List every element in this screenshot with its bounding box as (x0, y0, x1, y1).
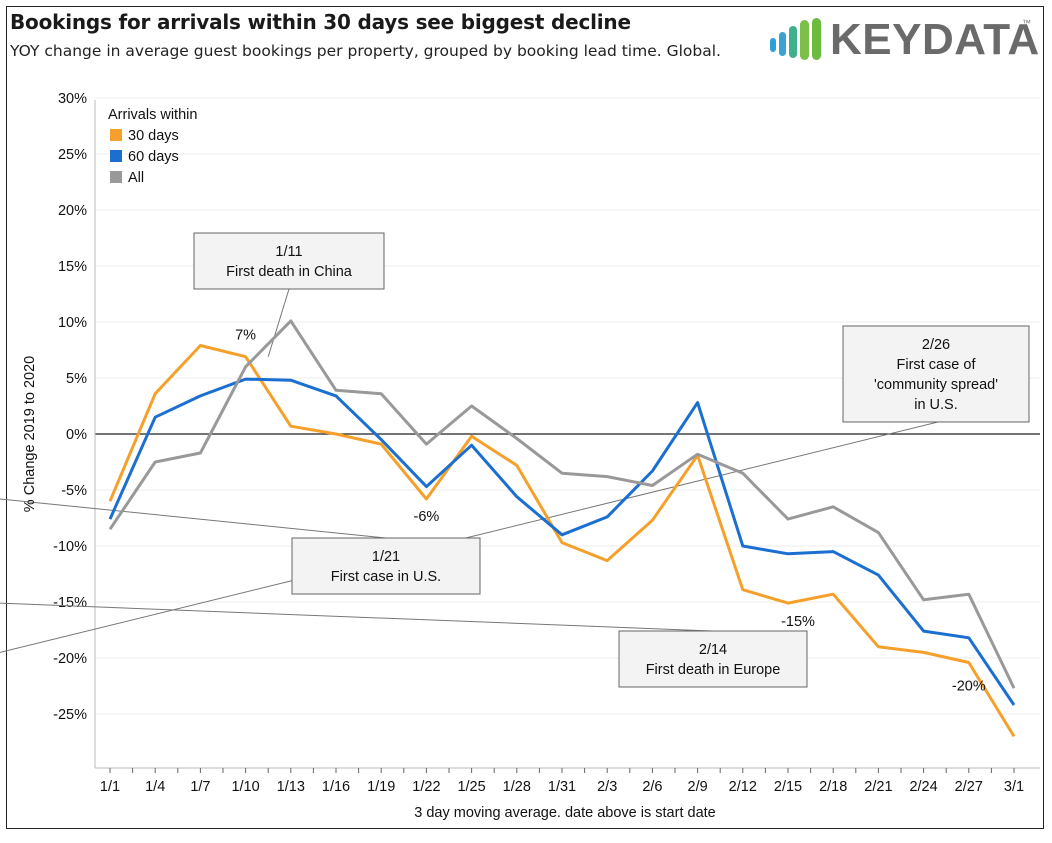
logo-text: KEYDATA (830, 15, 1040, 64)
x-tick-label: 3/1 (1004, 779, 1024, 795)
x-tick-label: 1/13 (277, 779, 305, 795)
x-tick-label: 1/16 (322, 779, 350, 795)
legend-title: Arrivals within (108, 107, 197, 123)
annotation-box (291, 537, 481, 595)
data-label: -15% (781, 614, 815, 630)
y-tick-label: -15% (53, 595, 87, 611)
annotation-text: 2/26 (922, 337, 950, 353)
data-label: -20% (952, 678, 986, 694)
annotation-leader (0, 498, 387, 539)
y-axis-label: % Change 2019 to 2020 (22, 356, 38, 512)
annotation-box (193, 232, 385, 290)
annotation-box (618, 630, 808, 688)
legend-label: 60 days (128, 149, 179, 165)
data-label: -6% (414, 509, 440, 525)
annotation-text: 1/11 (275, 244, 302, 260)
series-line-60-days (108, 377, 1016, 706)
logo-trademark: ™ (1022, 18, 1031, 28)
x-tick-label: 2/9 (688, 779, 708, 795)
annotation-leader-lines (0, 288, 939, 653)
annotation-text: in U.S. (914, 397, 958, 413)
x-tick-label: 1/1 (100, 779, 120, 795)
y-tick-label: 10% (58, 315, 87, 331)
x-tick-label: 2/21 (864, 779, 892, 795)
x-tick-label: 2/12 (729, 779, 757, 795)
y-tick-label: -25% (53, 707, 87, 723)
annotations: 1/11 First death in China 1/21 First case i… (193, 232, 1030, 688)
annotation-text: First case in U.S. (331, 569, 441, 585)
y-tick-label: -5% (61, 483, 87, 499)
x-tick-label: 1/22 (412, 779, 440, 795)
data-labels: 7% -6% -15% -20% (235, 328, 986, 695)
chart-subtitle: YOY change in average guest bookings per… (10, 42, 721, 60)
annotation-text: 2/14 (699, 642, 727, 658)
legend-label: 30 days (128, 128, 179, 144)
annotation-text: First death in Europe (646, 662, 781, 678)
y-tick-label: 5% (66, 371, 87, 387)
x-tick-label: 1/31 (548, 779, 576, 795)
legend-swatch (110, 150, 122, 162)
annotation-box (842, 325, 1030, 423)
x-tick-label: 2/3 (597, 779, 617, 795)
x-tick-label: 2/24 (909, 779, 937, 795)
annotation-text: 1/21 (372, 549, 400, 565)
annotation-leader (0, 602, 713, 632)
gridlines (95, 97, 1040, 715)
x-axis-label: 3 day moving average. date above is star… (414, 805, 715, 821)
x-tick-label: 1/4 (145, 779, 165, 795)
y-tick-label: -10% (53, 539, 87, 555)
annotation-text: 'community spread' (874, 377, 998, 393)
y-tick-label: 0% (66, 427, 87, 443)
x-axis: 1/1 1/4 1/7 1/10 1/13 1/16 1/19 1/22 1/25 1/28 1/3… (95, 767, 1040, 795)
annotation-text: First case of (897, 357, 977, 373)
x-tick-label: 2/18 (819, 779, 847, 795)
y-tick-label: 25% (58, 147, 87, 163)
y-tick-label: -20% (53, 651, 87, 667)
annotation-text: First death in China (226, 264, 353, 280)
annotation-leader (0, 421, 939, 653)
series-lines (108, 319, 1016, 738)
legend-label: All (128, 170, 144, 186)
annotation-leader (267, 288, 290, 357)
bar-chart-logo-icon (770, 18, 821, 60)
x-tick-label: 1/28 (503, 779, 531, 795)
legend-swatch (110, 129, 122, 141)
x-tick-label: 2/27 (955, 779, 983, 795)
x-tick-label: 1/7 (190, 779, 210, 795)
y-tick-label: 20% (58, 203, 87, 219)
x-tick-label: 1/19 (367, 779, 395, 795)
x-tick-label: 2/15 (774, 779, 802, 795)
keydata-logo: KEYDATA ™ (768, 12, 1040, 68)
data-label: 7% (235, 328, 256, 344)
x-tick-label: 1/10 (231, 779, 259, 795)
y-axis: 30% 25% 20% 15% 10% 5% 0% -5% -10% -15% -20% -25% (53, 91, 96, 768)
x-tick-label: 2/6 (642, 779, 662, 795)
legend-swatch (110, 171, 122, 183)
y-tick-label: 15% (58, 259, 87, 275)
legend: Arrivals within 30 days 60 days All (108, 107, 197, 186)
x-tick-label: 1/25 (457, 779, 485, 795)
series-line-all (108, 319, 1016, 689)
chart-title: Bookings for arrivals within 30 days see… (10, 10, 631, 34)
y-tick-label: 30% (58, 91, 87, 107)
